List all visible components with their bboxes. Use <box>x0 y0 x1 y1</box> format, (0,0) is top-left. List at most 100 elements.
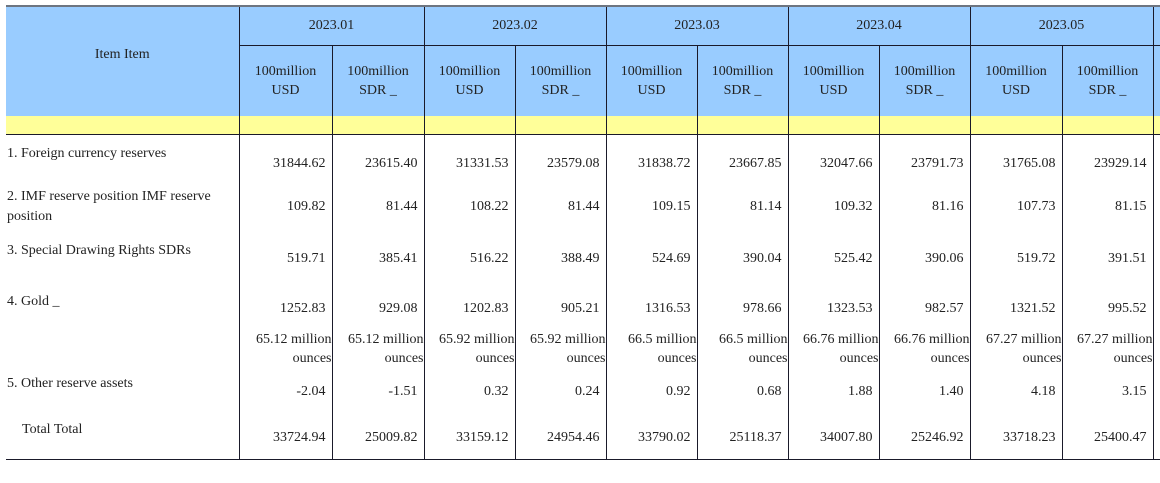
cell: 65.12 million ounces <box>331 327 424 372</box>
cell: 25246.92 <box>878 419 970 460</box>
cell: 0.68 <box>696 371 788 420</box>
cell: 33718.23 <box>969 419 1062 460</box>
cell: 31765.08 <box>969 134 1062 187</box>
cell: -2.04 <box>238 371 332 420</box>
cell: 34007.80 <box>787 419 879 460</box>
foreign-reserves-table: Item Item 2023.01 2023.02 2023.03 2023.0… <box>6 5 1160 460</box>
unit-usd-header: 100million USD <box>969 45 1062 116</box>
cell: 81.16 <box>878 186 970 239</box>
row-label: 2. IMF reserve position IMF reserve posi… <box>7 188 211 224</box>
cell: 67.27 million ounces <box>969 327 1062 372</box>
unit-usd-header: 100million USD <box>787 45 879 116</box>
month-header-2023-04: 2023.04 <box>787 5 970 46</box>
cell: 1321.52 <box>969 291 1062 328</box>
cell: 25400.47 <box>1061 419 1153 460</box>
cell: 1316.53 <box>605 291 697 328</box>
cell: 66.76 million ounces <box>878 327 970 372</box>
cell: 978.66 <box>696 291 788 328</box>
cell: 65.92 million ounces <box>514 327 606 372</box>
cell: 1323.53 <box>787 291 879 328</box>
cell: 0.24 <box>514 371 606 420</box>
row-label: 3. Special Drawing Rights SDRs <box>7 242 191 258</box>
cell: 0.92 <box>605 371 697 420</box>
cell: 81.44 <box>514 186 606 239</box>
cell: 390.04 <box>696 238 788 292</box>
cell: 66.5 million ounces <box>696 327 788 372</box>
cell: 519.72 <box>969 238 1062 292</box>
unit-sdr-header: 100million SDR _ <box>331 45 424 116</box>
cell: 390.06 <box>878 238 970 292</box>
month-header-2023-01: 2023.01 <box>238 5 424 46</box>
cell: 519.71 <box>238 238 332 292</box>
cell: 66.76 million ounces <box>787 327 879 372</box>
month-header-overflow <box>1152 5 1160 46</box>
cell: 24954.46 <box>514 419 606 460</box>
cell: 107.73 <box>969 186 1062 239</box>
cell: 23667.85 <box>696 134 788 187</box>
cell: 109.15 <box>605 186 697 239</box>
table-row-sdrs: 3. Special Drawing Rights SDRs 519.71 38… <box>6 238 1160 292</box>
month-header-2023-02: 2023.02 <box>423 5 606 46</box>
row-label: 4. Gold _ <box>7 293 60 309</box>
cell: 33159.12 <box>423 419 515 460</box>
header-unit-row: 100million USD 100million SDR _ 100million… <box>6 45 1160 116</box>
cell: 3.15 <box>1061 371 1153 420</box>
unit-usd-header: 100million USD <box>605 45 697 116</box>
unit-usd-header: 100million USD <box>423 45 515 116</box>
cell: 929.08 <box>331 291 424 328</box>
table-row-foreign-currency: 1. Foreign currency reserves 31844.62 23… <box>6 134 1160 187</box>
cell: 524.69 <box>605 238 697 292</box>
cell: 23929.14 <box>1061 134 1153 187</box>
row-label <box>6 328 239 372</box>
cell: 65.12 million ounces <box>238 327 332 372</box>
cell: 1252.83 <box>238 291 332 328</box>
unit-sdr-header: 100million SDR _ <box>696 45 788 116</box>
cell: 0.32 <box>423 371 515 420</box>
cell: 81.14 <box>696 186 788 239</box>
cell: 109.32 <box>787 186 879 239</box>
header-month-row: Item Item 2023.01 2023.02 2023.03 2023.0… <box>6 5 1160 116</box>
cell: 33790.02 <box>605 419 697 460</box>
cell: 109.82 <box>238 186 332 239</box>
cell: 1.40 <box>878 371 970 420</box>
cell: 23615.40 <box>331 134 424 187</box>
table-row-imf-reserve: 2. IMF reserve position IMF reserve posi… <box>6 186 1160 239</box>
row-label: 1. Foreign currency reserves <box>7 146 167 161</box>
unit-sdr-header: 100million SDR _ <box>878 45 970 116</box>
cell: 23579.08 <box>514 134 606 187</box>
month-header-2023-05: 2023.05 <box>969 5 1153 46</box>
cell: 525.42 <box>787 238 879 292</box>
table-row-total: Total Total 33724.94 25009.82 33159.12 2… <box>6 419 1160 460</box>
table-row-gold: 4. Gold _ 1252.83 929.08 1202.83 905.21 … <box>6 291 1160 328</box>
cell: 25118.37 <box>696 419 788 460</box>
item-column-header: Item Item <box>6 5 239 116</box>
cell: 25009.82 <box>331 419 424 460</box>
cell: 516.22 <box>423 238 515 292</box>
cell: 391.51 <box>1061 238 1153 292</box>
cell: -1.51 <box>331 371 424 420</box>
cell: 23791.73 <box>878 134 970 187</box>
cell: 31838.72 <box>605 134 697 187</box>
cell: 982.57 <box>878 291 970 328</box>
cell: 32047.66 <box>787 134 879 187</box>
cell: 81.15 <box>1061 186 1153 239</box>
subheader-band <box>6 116 1160 135</box>
cell: 67.27 million ounces <box>1061 327 1153 372</box>
cell: 1202.83 <box>423 291 515 328</box>
cell: 108.22 <box>423 186 515 239</box>
month-header-2023-03: 2023.03 <box>605 5 788 46</box>
cell: 33724.94 <box>238 419 332 460</box>
cell: 388.49 <box>514 238 606 292</box>
unit-sdr-header: 100million SDR _ <box>514 45 606 116</box>
cell: 905.21 <box>514 291 606 328</box>
unit-sdr-header: 100million SDR _ <box>1061 45 1153 116</box>
unit-overflow-header <box>1152 45 1160 116</box>
cell: 81.44 <box>331 186 424 239</box>
row-label: Total Total <box>6 419 239 460</box>
unit-usd-header: 100million USD <box>238 45 332 116</box>
cell: 31844.62 <box>238 134 332 187</box>
row-label: 5. Other reserve assets <box>7 375 133 391</box>
table-row-gold-ounces: 65.12 million ounces 65.12 million ounces … <box>6 327 1160 372</box>
cell: 1.88 <box>787 371 879 420</box>
table-row-other-assets: 5. Other reserve assets -2.04 -1.51 0.32… <box>6 371 1160 420</box>
